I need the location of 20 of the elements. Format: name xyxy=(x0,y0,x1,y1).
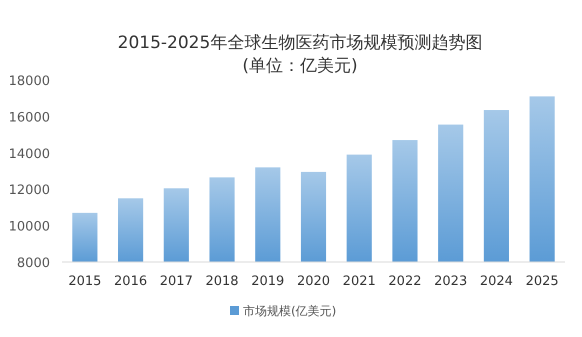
legend-label: 市场规模(亿美元) xyxy=(243,304,336,318)
x-tick-label: 2024 xyxy=(480,274,513,289)
y-tick-label: 8000 xyxy=(16,256,50,271)
y-tick-label: 18000 xyxy=(8,74,50,89)
y-tick-label: 14000 xyxy=(8,146,50,162)
y-tick-label: 16000 xyxy=(8,110,50,126)
x-tick-label: 2017 xyxy=(160,274,193,289)
x-tick-label: 2020 xyxy=(296,274,330,289)
x-tick-label: 2021 xyxy=(342,274,376,289)
x-tick-label: 2016 xyxy=(114,274,148,289)
y-tick-label: 10000 xyxy=(8,220,50,235)
x-tick-label: 2015 xyxy=(68,274,102,289)
x-tick-label: 2023 xyxy=(434,274,468,289)
y-tick-label: 12000 xyxy=(8,183,50,198)
x-tick-label: 2022 xyxy=(388,274,422,289)
x-tick-label: 2025 xyxy=(526,274,559,289)
x-tick-label: 2018 xyxy=(206,274,239,289)
chart-title: 2015-2025年全球生物医药市场规模预测趋势图 xyxy=(118,33,482,53)
chart-subtitle: (单位：亿美元) xyxy=(242,56,358,76)
x-tick-label: 2019 xyxy=(251,274,284,289)
